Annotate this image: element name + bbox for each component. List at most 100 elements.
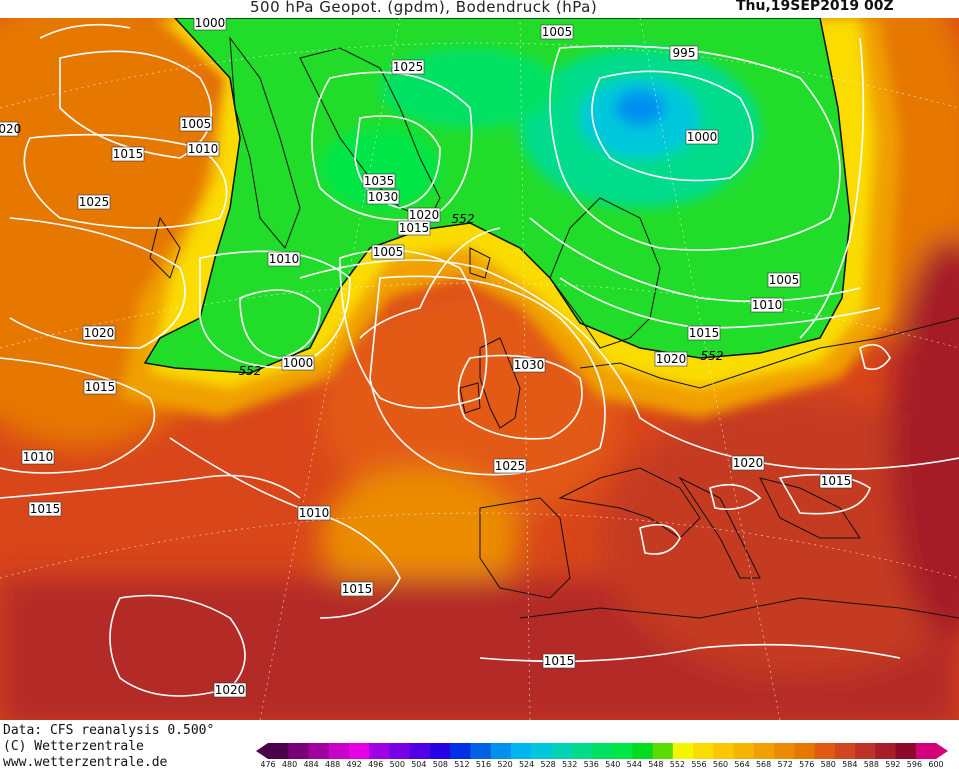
isobar-label: 1005 <box>371 244 405 260</box>
colorscale-tick-label: 580 <box>820 760 836 769</box>
isobar-label: 1020 <box>0 121 21 137</box>
colorscale-tick-label: 596 <box>906 760 923 769</box>
svg-text:1010: 1010 <box>23 450 54 464</box>
colorscale-swatch <box>490 743 512 759</box>
colorscale-ticks: 476 480 484 488 492 496 500 504 508 512 516 520 524 5… <box>260 760 948 770</box>
isobar-label: 1020 <box>213 682 247 698</box>
colorscale-tick-label: 492 <box>346 760 362 769</box>
isobar-label: 552 <box>452 212 475 226</box>
colorscale-swatch <box>895 743 917 759</box>
svg-text:1020: 1020 <box>656 352 687 366</box>
colorscale-swatch <box>288 743 309 759</box>
svg-text:1015: 1015 <box>342 582 373 596</box>
isobar-label: 1000 <box>685 129 719 145</box>
isobar-label: 552 <box>701 349 724 363</box>
isobar-label: 1005 <box>540 24 574 40</box>
svg-text:1005: 1005 <box>181 117 212 131</box>
colorscale-swatch <box>409 743 431 759</box>
isobar-label: 1000 <box>193 18 227 31</box>
colorscale-swatch <box>571 743 593 759</box>
isobar-label: 1020 <box>82 325 116 341</box>
isobar-label: 1005 <box>767 272 801 288</box>
colorscale-swatch <box>429 743 451 759</box>
svg-text:1030: 1030 <box>514 358 545 372</box>
weather-map: 1000 1005 1025 1005 995 1020 1015 1010 1… <box>0 18 959 720</box>
isobar-label: 1025 <box>493 458 527 474</box>
colorscale-tick-label: 548 <box>648 760 664 769</box>
svg-text:1010: 1010 <box>269 252 300 266</box>
colorscale-swatch <box>794 743 816 759</box>
colorscale-tick-label: 540 <box>605 760 621 769</box>
colorscale-tick-label: 600 <box>928 760 944 769</box>
svg-text:1025: 1025 <box>79 195 110 209</box>
svg-text:1000: 1000 <box>687 130 718 144</box>
colorscale-swatch <box>510 743 532 759</box>
website-link[interactable]: www.wetterzentrale.de <box>3 755 168 770</box>
colorscale-tick-label: 528 <box>540 760 556 769</box>
colorscale-tick-label: 560 <box>712 760 729 769</box>
isobar-label: 1030 <box>366 189 400 205</box>
isobar-label: 1020 <box>731 455 765 471</box>
colorscale-tick-label: 504 <box>411 760 427 769</box>
isobar-label: 1025 <box>77 194 111 210</box>
isobar-label: 1015 <box>111 146 145 162</box>
colorscale-tick-label: 488 <box>325 760 341 769</box>
colorscale-swatch <box>470 743 492 759</box>
svg-text:1000: 1000 <box>283 356 314 370</box>
colorscale-swatch <box>774 743 795 759</box>
colorscale-tick-label: 572 <box>777 760 793 769</box>
isobar-label: 1015 <box>542 653 576 669</box>
svg-text:1015: 1015 <box>689 326 720 340</box>
isobar-label: 1010 <box>186 141 220 157</box>
colorscale-swatch <box>328 743 350 759</box>
colorscale-arrow-right <box>936 743 948 759</box>
svg-text:552: 552 <box>452 212 475 226</box>
colorscale-tick-label: 512 <box>454 760 470 769</box>
svg-text:552: 552 <box>239 364 262 378</box>
colorscale-swatch <box>834 743 856 759</box>
svg-text:1005: 1005 <box>373 245 404 259</box>
colorscale-tick-label: 496 <box>368 760 384 769</box>
colorscale-tick-label: 536 <box>583 760 599 769</box>
svg-text:995: 995 <box>673 46 696 60</box>
svg-text:1020: 1020 <box>0 122 21 136</box>
colorscale-tick-label: 532 <box>562 760 578 769</box>
colorscale-swatch <box>753 743 775 759</box>
isobar-label: 1015 <box>28 501 62 517</box>
svg-text:1015: 1015 <box>85 380 116 394</box>
colorscale-tick-label: 584 <box>842 760 858 769</box>
svg-text:1020: 1020 <box>215 683 246 697</box>
isobar-label: 1015 <box>819 473 853 489</box>
colorscale-bar <box>256 743 948 759</box>
isobar-label: 1025 <box>391 59 425 75</box>
isobar-label: 1015 <box>83 379 117 395</box>
svg-text:1000: 1000 <box>195 18 226 30</box>
colorscale-swatch <box>814 743 836 759</box>
colorscale-swatch <box>531 743 552 759</box>
colorscale-tick-label: 480 <box>281 760 298 769</box>
colorscale-tick-label: 588 <box>863 760 879 769</box>
isobar-label: 1010 <box>21 449 55 465</box>
svg-text:1020: 1020 <box>409 208 440 222</box>
svg-text:1020: 1020 <box>84 326 115 340</box>
colorscale-tick-label: 564 <box>734 760 750 769</box>
colorscale-swatch <box>652 743 674 759</box>
colorscale-swatch <box>308 743 330 759</box>
svg-text:1035: 1035 <box>364 174 395 188</box>
colorscale-tick-label: 520 <box>497 760 513 769</box>
isobar-label: 1010 <box>297 505 331 521</box>
isobar-label: 995 <box>669 45 699 61</box>
svg-text:1005: 1005 <box>769 273 800 287</box>
isobar-label: 1015 <box>397 220 431 236</box>
isobar-label: 1030 <box>512 357 546 373</box>
copyright-text: (C) Wetterzentrale <box>3 739 144 754</box>
svg-text:552: 552 <box>701 349 724 363</box>
colorscale-tick-label: 556 <box>691 760 707 769</box>
coastlines <box>149 36 959 619</box>
svg-text:1005: 1005 <box>542 25 573 39</box>
isobar-label: 1010 <box>750 297 784 313</box>
svg-text:1020: 1020 <box>733 456 764 470</box>
isobar-label: 1020 <box>654 351 688 367</box>
svg-text:1010: 1010 <box>299 506 330 520</box>
colorscale-swatch <box>389 743 411 759</box>
